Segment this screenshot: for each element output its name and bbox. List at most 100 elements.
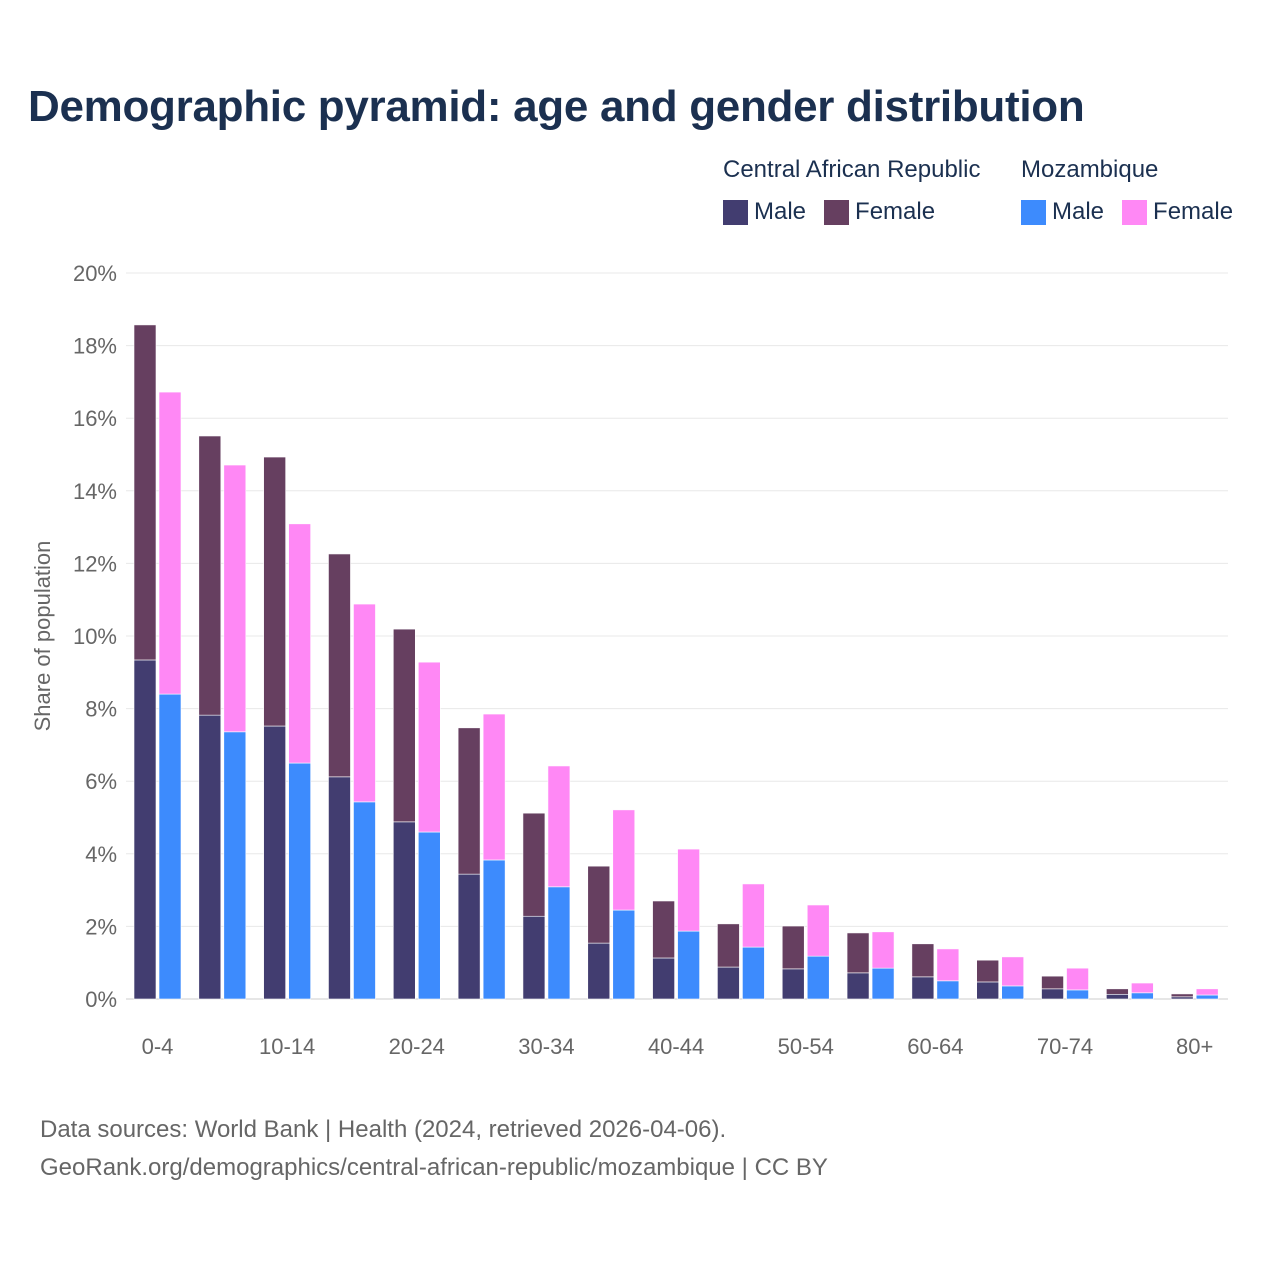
y-axis-label: Share of population: [30, 541, 55, 732]
bar-mozambique-male[interactable]: [871, 967, 895, 1000]
legend-label: Female: [1153, 198, 1234, 225]
y-tick-label: 0%: [85, 987, 117, 1012]
bar-central-african-republic-female[interactable]: [133, 324, 157, 661]
bar-central-african-republic-female[interactable]: [781, 925, 805, 970]
legend-swatch: [1122, 199, 1148, 225]
bar-mozambique-male[interactable]: [288, 762, 311, 1000]
bar-central-african-republic-female[interactable]: [392, 628, 416, 823]
y-tick-label: 20%: [73, 261, 117, 286]
x-tick-label: 30-34: [518, 1034, 574, 1059]
bar-mozambique-female[interactable]: [806, 904, 830, 957]
bar-mozambique-female[interactable]: [612, 809, 636, 911]
legend-country-label: Mozambique: [1021, 156, 1159, 183]
bar-mozambique-male[interactable]: [1195, 994, 1219, 1000]
legend-country-label: Central African Republic: [723, 156, 981, 183]
bar-mozambique-female[interactable]: [223, 464, 247, 733]
bar-mozambique-female[interactable]: [482, 713, 506, 861]
bar-central-african-republic-male[interactable]: [976, 981, 1000, 1000]
bar-mozambique-male[interactable]: [547, 886, 571, 1000]
bar-mozambique-male[interactable]: [742, 946, 765, 1000]
bar-central-african-republic-female[interactable]: [846, 932, 870, 974]
bar-central-african-republic-male[interactable]: [717, 966, 740, 1000]
bar-central-african-republic-male[interactable]: [652, 957, 675, 1000]
bar-central-african-republic-female[interactable]: [263, 456, 286, 727]
bar-central-african-republic-male[interactable]: [522, 915, 546, 1000]
bar-central-african-republic-male[interactable]: [1106, 993, 1129, 1000]
legend-car: Central African Republic Male Female: [723, 156, 980, 226]
bar-central-african-republic-male[interactable]: [328, 776, 351, 1000]
bar-mozambique-male[interactable]: [677, 930, 700, 1000]
bar-mozambique-male[interactable]: [1001, 985, 1025, 1000]
bar-central-african-republic-male[interactable]: [392, 821, 416, 1000]
y-tick-label: 2%: [85, 914, 117, 939]
footer-source: Data sources: World Bank | Health (2024,…: [40, 1116, 727, 1143]
legend-mozambique: Mozambique Male Female: [1021, 156, 1233, 226]
bar-central-african-republic-female[interactable]: [457, 727, 481, 875]
bar-mozambique-female[interactable]: [936, 948, 960, 982]
x-tick-label: 10-14: [259, 1034, 315, 1059]
x-tick-label: 50-54: [778, 1034, 834, 1059]
y-tick-label: 6%: [85, 769, 117, 794]
bar-central-african-republic-female[interactable]: [587, 865, 611, 944]
y-tick-label: 10%: [73, 624, 117, 649]
legend-item-moz-male[interactable]: Male: [1021, 198, 1104, 226]
bar-mozambique-male[interactable]: [936, 980, 960, 1000]
bar-central-african-republic-male[interactable]: [1170, 996, 1194, 1000]
bar-central-african-republic-female[interactable]: [911, 943, 935, 978]
legend-item-car-female[interactable]: Female: [824, 198, 935, 226]
bar-mozambique-male[interactable]: [353, 801, 376, 1000]
bar-mozambique-male[interactable]: [223, 731, 247, 1000]
bar-mozambique-female[interactable]: [1195, 988, 1219, 996]
bar-mozambique-female[interactable]: [677, 848, 700, 932]
bar-central-african-republic-male[interactable]: [846, 972, 870, 1000]
bar-mozambique-male[interactable]: [612, 909, 636, 1000]
bar-central-african-republic-female[interactable]: [198, 435, 222, 716]
bar-mozambique-female[interactable]: [1001, 956, 1025, 987]
bar-central-african-republic-male[interactable]: [133, 659, 157, 1000]
bar-central-african-republic-female[interactable]: [1170, 993, 1194, 998]
bar-mozambique-female[interactable]: [353, 603, 376, 803]
y-tick-label: 12%: [73, 551, 117, 576]
x-tick-label: 80+: [1176, 1034, 1213, 1059]
bar-central-african-republic-female[interactable]: [1041, 975, 1064, 990]
bar-central-african-republic-female[interactable]: [652, 900, 675, 959]
bar-central-african-republic-female[interactable]: [976, 959, 1000, 983]
legend-item-moz-female[interactable]: Female: [1122, 198, 1233, 226]
bar-mozambique-female[interactable]: [1066, 967, 1089, 991]
y-tick-label: 14%: [73, 479, 117, 504]
bar-mozambique-male[interactable]: [482, 859, 506, 1000]
bar-central-african-republic-female[interactable]: [522, 812, 546, 917]
bar-mozambique-male[interactable]: [1066, 989, 1089, 1000]
x-tick-label: 40-44: [648, 1034, 704, 1059]
legend-swatch: [1021, 199, 1046, 225]
bar-mozambique-female[interactable]: [417, 661, 441, 833]
footer-link[interactable]: GeoRank.org/demographics/central-african…: [40, 1154, 828, 1181]
bar-central-african-republic-male[interactable]: [1041, 988, 1064, 1000]
legend-label: Male: [754, 198, 807, 225]
bar-mozambique-female[interactable]: [871, 931, 895, 969]
x-tick-label: 0-4: [142, 1034, 174, 1059]
bar-central-african-republic-female[interactable]: [328, 553, 351, 778]
y-tick-label: 4%: [85, 842, 117, 867]
bar-mozambique-male[interactable]: [1131, 992, 1154, 1000]
bar-mozambique-female[interactable]: [158, 391, 182, 695]
bar-mozambique-female[interactable]: [1131, 982, 1154, 994]
bar-central-african-republic-male[interactable]: [781, 968, 805, 1000]
bar-central-african-republic-female[interactable]: [1106, 988, 1129, 995]
bar-mozambique-female[interactable]: [288, 523, 311, 764]
bar-central-african-republic-female[interactable]: [717, 923, 740, 968]
legend-swatch: [824, 199, 850, 225]
bar-mozambique-male[interactable]: [417, 831, 441, 1000]
bar-mozambique-male[interactable]: [806, 955, 830, 1000]
bar-central-african-republic-male[interactable]: [457, 873, 481, 1000]
legend-item-car-male[interactable]: Male: [723, 198, 806, 226]
legend-swatch: [723, 199, 748, 225]
bar-mozambique-female[interactable]: [547, 765, 571, 888]
bar-central-african-republic-male[interactable]: [263, 725, 286, 1000]
bar-central-african-republic-male[interactable]: [198, 714, 222, 1000]
bar-mozambique-male[interactable]: [158, 693, 182, 1000]
bar-central-african-republic-male[interactable]: [587, 942, 611, 1000]
bar-mozambique-female[interactable]: [742, 883, 765, 948]
x-tick-label: 20-24: [389, 1034, 445, 1059]
bar-central-african-republic-male[interactable]: [911, 976, 935, 1000]
